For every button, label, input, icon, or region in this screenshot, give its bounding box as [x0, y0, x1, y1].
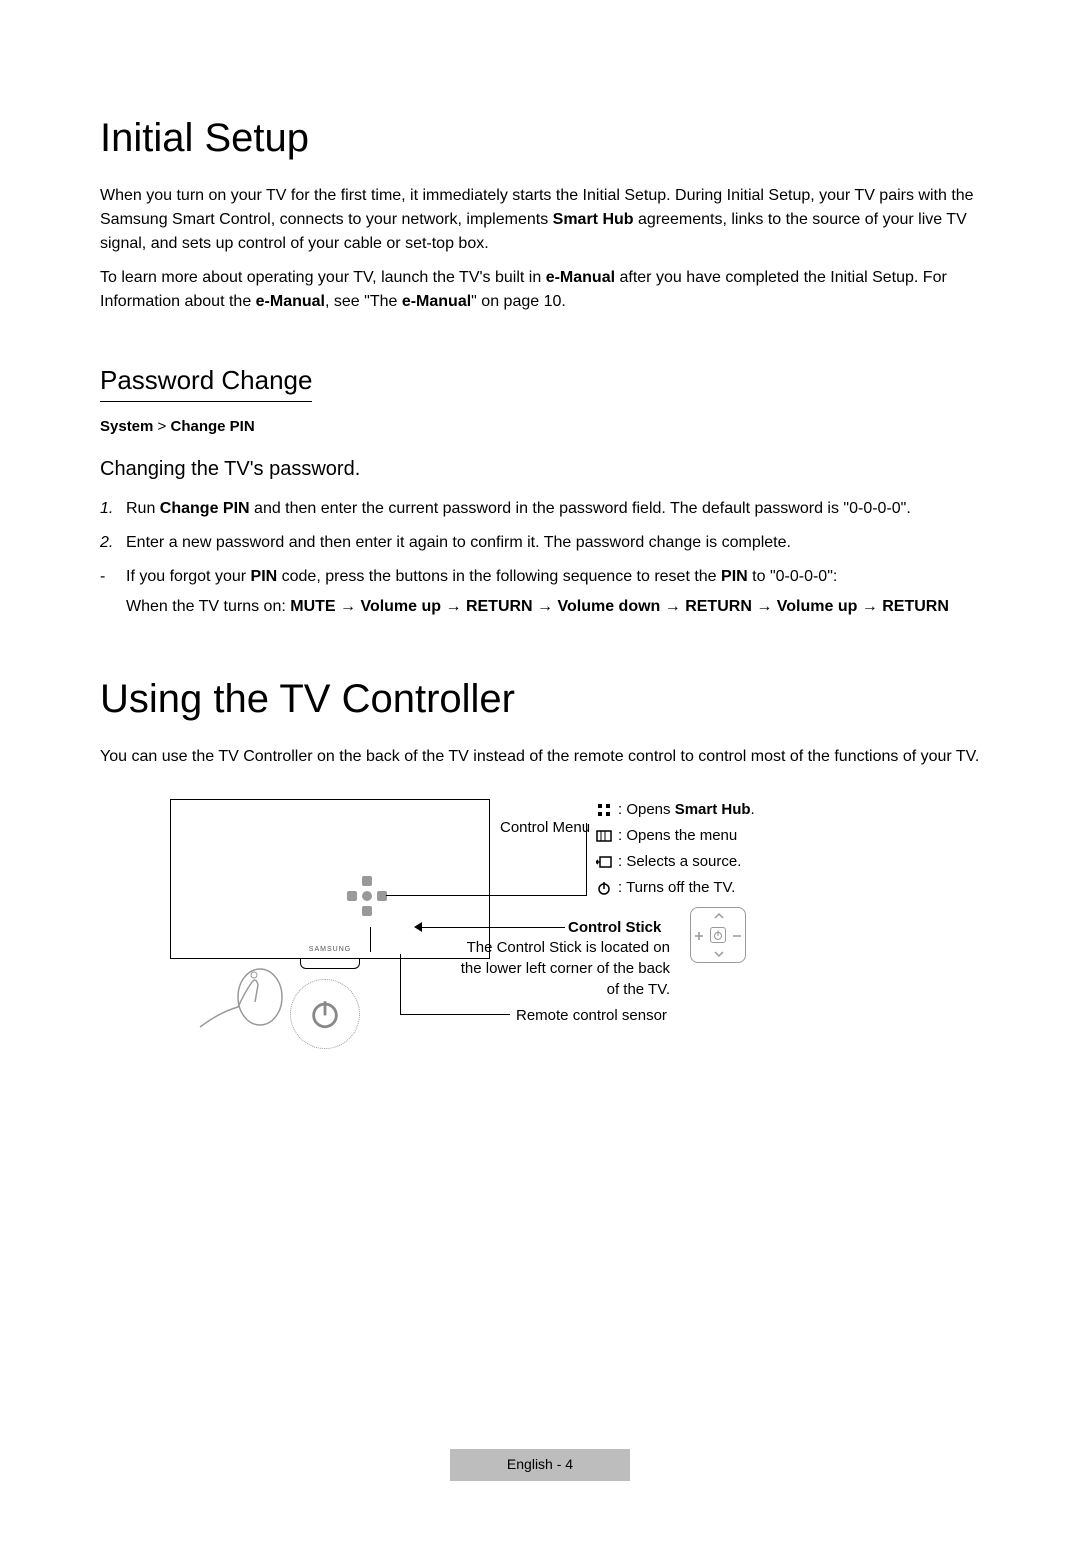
control-stick-note: The Control Stick is located on the lowe…	[460, 937, 670, 1000]
text-bold: RETURN	[685, 598, 752, 615]
page-footer: English - 4	[450, 1449, 630, 1481]
text-bold: Smart Hub	[553, 211, 634, 228]
legend-smarthub: : Opens Smart Hub.	[596, 799, 755, 821]
text: Run	[126, 500, 160, 517]
text: : Opens the menu	[618, 825, 737, 847]
text-bold: e-Manual	[256, 293, 325, 310]
power-icon	[308, 997, 342, 1031]
nav-change-pin: Change PIN	[170, 418, 254, 435]
tv-outline: SAMSUNG	[170, 799, 490, 959]
hand-icon	[190, 957, 290, 1037]
legend-source: : Selects a source.	[596, 851, 755, 873]
text-bold: Smart Hub	[675, 801, 751, 818]
text: →	[441, 598, 466, 615]
text-bold: PIN	[251, 568, 278, 585]
menu-icon	[596, 828, 612, 844]
callout-line	[400, 954, 401, 1014]
control-menu-legend: : Opens Smart Hub. : Opens the menu : Se…	[596, 799, 755, 902]
text: →	[336, 598, 361, 615]
text: →	[533, 598, 558, 615]
callout-line	[420, 927, 565, 928]
callout-line	[386, 895, 586, 896]
joystick-diagram	[690, 907, 746, 963]
text: and then enter the current password in t…	[250, 500, 911, 517]
text-bold: PIN	[721, 568, 748, 585]
step-1: 1. Run Change PIN and then enter the cur…	[126, 497, 980, 521]
text: If you forgot your	[126, 568, 251, 585]
remote-sensor-label: Remote control sensor	[516, 1005, 667, 1026]
text-bold: RETURN	[466, 598, 533, 615]
text-bold: MUTE	[290, 598, 335, 615]
smarthub-icon	[596, 802, 612, 818]
text: " on page 10.	[471, 293, 566, 310]
control-stick-label: Control Stick	[568, 917, 661, 938]
text: When the TV turns on:	[126, 598, 290, 615]
legend-power: : Turns off the TV.	[596, 877, 755, 899]
intro-paragraph-1: When you turn on your TV for the first t…	[100, 184, 980, 256]
power-symbol	[290, 979, 360, 1049]
power-icon	[596, 880, 612, 896]
text-bold: e-Manual	[546, 269, 615, 286]
arrowhead-icon	[414, 922, 422, 932]
text-bold: e-Manual	[402, 293, 471, 310]
joystick-center-icon	[710, 927, 726, 943]
text-bold: RETURN	[882, 598, 949, 615]
control-menu-label: Control Menu	[500, 817, 590, 838]
text: : Selects a source.	[618, 851, 741, 873]
page-title-initial-setup: Initial Setup	[100, 110, 980, 166]
text-bold: Volume down	[558, 598, 661, 615]
step-2: 2. Enter a new password and then enter i…	[126, 531, 980, 555]
text: : Opens	[618, 801, 675, 818]
reset-sequence: When the TV turns on: MUTE → Volume up →…	[126, 595, 980, 619]
step-number: 1.	[100, 497, 113, 521]
tv-controller-diagram: SAMSUNG Control Menu : O	[170, 799, 910, 1069]
nav-sep: >	[153, 418, 170, 435]
nav-path: System > Change PIN	[100, 416, 980, 437]
text-bold: Volume up	[777, 598, 858, 615]
legend-menu: : Opens the menu	[596, 825, 755, 847]
nav-system: System	[100, 418, 153, 435]
chevron-down-icon	[714, 949, 724, 959]
dash-bullet: -	[100, 565, 105, 589]
intro-paragraph-2: To learn more about operating your TV, l…	[100, 266, 980, 314]
text: , see "The	[325, 293, 402, 310]
samsung-logo: SAMSUNG	[171, 945, 489, 955]
text: →	[752, 598, 777, 615]
control-menu-cluster-icon	[347, 876, 387, 916]
password-steps: 1. Run Change PIN and then enter the cur…	[100, 497, 980, 619]
footer-text: English - 4	[507, 1456, 573, 1472]
source-icon	[596, 854, 612, 870]
tv-stand	[300, 959, 360, 969]
text: →	[857, 598, 882, 615]
text: Enter a new password and then enter it a…	[126, 534, 791, 551]
minus-icon	[732, 931, 742, 941]
callout-line	[400, 1014, 510, 1015]
step-number: 2.	[100, 531, 113, 555]
heading-password-change: Password Change	[100, 362, 312, 402]
text: : Turns off the TV.	[618, 877, 735, 899]
chevron-up-icon	[714, 911, 724, 921]
text: to "0-0-0-0":	[748, 568, 838, 585]
plus-icon	[694, 931, 704, 941]
callout-line	[370, 927, 371, 952]
subheading-change-password: Changing the TV's password.	[100, 455, 980, 483]
text: .	[751, 801, 755, 818]
text: code, press the buttons in the following…	[277, 568, 721, 585]
controller-paragraph: You can use the TV Controller on the bac…	[100, 745, 980, 769]
page-title-tv-controller: Using the TV Controller	[100, 671, 980, 727]
text: →	[660, 598, 685, 615]
text: To learn more about operating your TV, l…	[100, 269, 546, 286]
text-bold: Change PIN	[160, 500, 250, 517]
text-bold: Volume up	[360, 598, 441, 615]
note-forgot-pin: - If you forgot your PIN code, press the…	[126, 565, 980, 619]
